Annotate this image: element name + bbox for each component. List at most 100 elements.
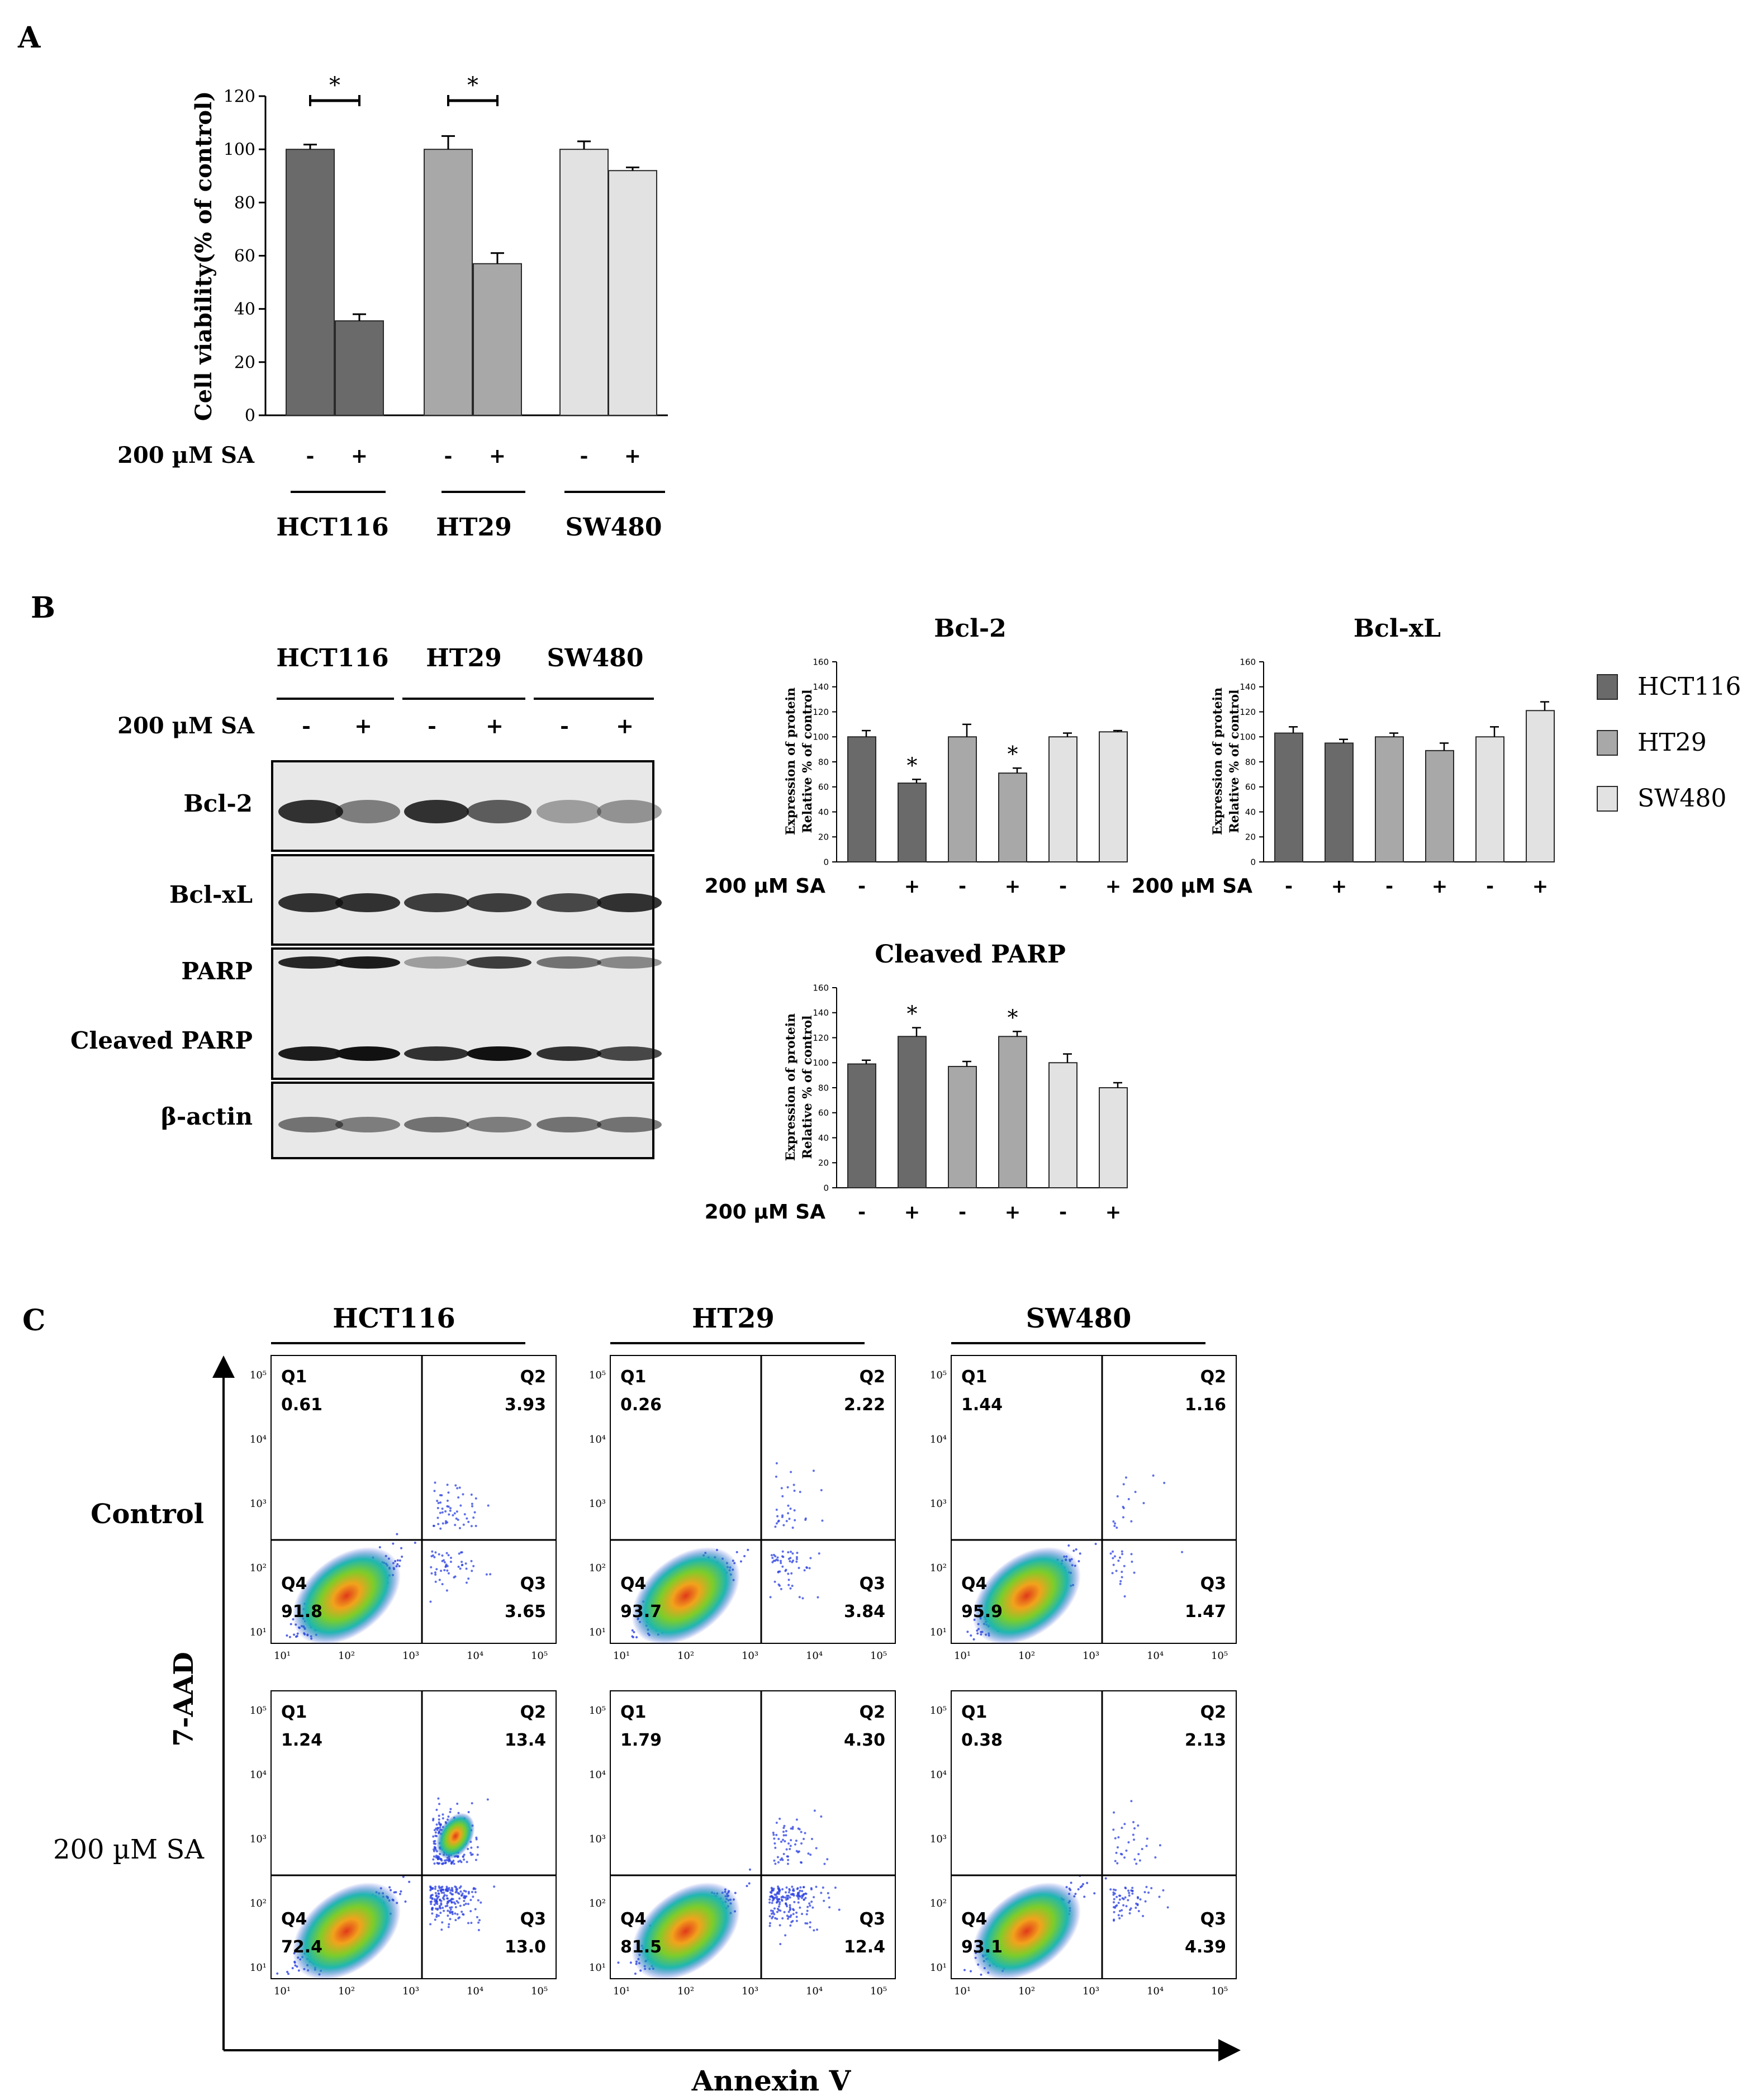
event-dot <box>444 1905 447 1908</box>
event-dot <box>414 1542 416 1544</box>
treatment-label: 200 μM SA <box>705 1201 825 1224</box>
treatment-sign: + <box>486 713 504 738</box>
significance-star: * <box>1008 1005 1018 1030</box>
y-tick-label: 10⁴ <box>589 1769 606 1781</box>
y-tick-label: 10⁴ <box>250 1434 267 1445</box>
event-dot <box>459 1504 462 1507</box>
event-dot <box>1082 1883 1085 1885</box>
event-dot <box>398 1559 401 1562</box>
event-dot <box>1122 1898 1125 1900</box>
blot-band <box>597 800 662 823</box>
bar <box>998 1036 1027 1188</box>
event-dot <box>435 1913 438 1916</box>
quadrant-value: 81.5 <box>620 1937 662 1957</box>
event-dot <box>454 1885 457 1888</box>
event-dot <box>785 1829 787 1832</box>
event-dot <box>476 1846 479 1848</box>
bar <box>1099 731 1128 863</box>
event-dot <box>770 1909 772 1912</box>
event-dot <box>470 1559 473 1562</box>
event-dot <box>1116 1862 1119 1865</box>
y-tick-label: 60 <box>1245 782 1256 792</box>
event-dot <box>1133 1838 1136 1841</box>
event-dot <box>768 1898 771 1901</box>
y-tick-label: 10⁵ <box>930 1369 947 1381</box>
blot-row-label: Cleaved PARP <box>70 1027 253 1054</box>
event-dot <box>1113 1919 1116 1922</box>
legend-label: SW480 <box>1637 784 1726 813</box>
event-dot <box>1083 1895 1086 1898</box>
event-dot <box>429 1900 432 1903</box>
event-dot <box>748 1868 751 1871</box>
event-dot <box>430 1572 433 1575</box>
treatment-sign: + <box>1005 1201 1021 1224</box>
event-dot <box>1119 1582 1122 1585</box>
event-dot <box>286 1970 289 1973</box>
western-blot-panel: HCT116 HT29 SW480 200 μM SA - + - + - + Bcl-2 Bcl-x… <box>70 644 662 1159</box>
event-dot <box>789 1924 792 1927</box>
event-dot <box>459 1890 462 1893</box>
event-dot <box>467 1903 469 1905</box>
event-dot <box>795 1560 798 1563</box>
x-tick-label: 10⁴ <box>467 1650 483 1662</box>
event-dot <box>820 1489 823 1491</box>
event-dot <box>449 1557 452 1559</box>
flow-row-label: 200 µM SA <box>53 1834 205 1865</box>
event-dot <box>780 1840 782 1843</box>
treatment-sign: - <box>306 444 315 468</box>
event-dot <box>808 1902 811 1905</box>
event-dot <box>776 1856 779 1859</box>
event-dot <box>433 1556 436 1558</box>
event-dot <box>378 1546 381 1549</box>
treatment-label: 200 μM SA <box>117 713 255 739</box>
event-dot <box>823 1862 826 1865</box>
event-dot <box>441 1583 444 1586</box>
event-dot <box>459 1904 462 1907</box>
event-dot <box>1111 1572 1114 1575</box>
bar <box>898 783 927 862</box>
event-dot <box>779 1943 782 1946</box>
event-dot <box>785 1848 788 1851</box>
event-dot <box>474 1859 477 1861</box>
event-dot <box>1128 1912 1131 1915</box>
treatment-sign: + <box>351 444 368 468</box>
event-dot <box>773 1580 776 1583</box>
event-dot <box>450 1893 453 1895</box>
treatment-sign: - <box>858 1201 866 1224</box>
event-dot <box>809 1904 811 1907</box>
blot-band <box>537 1046 601 1061</box>
blot-band <box>537 1117 601 1132</box>
legend-swatch <box>1597 730 1618 756</box>
event-dot <box>1113 1524 1116 1527</box>
event-dot <box>461 1892 464 1895</box>
event-dot <box>438 1578 441 1581</box>
y-tick-label: 140 <box>1240 682 1256 692</box>
event-dot <box>785 1568 787 1571</box>
event-dot <box>800 1897 803 1899</box>
event-dot <box>400 1890 402 1893</box>
x-tick-label: 10² <box>677 1650 694 1662</box>
event-dot <box>444 1510 447 1513</box>
y-tick-label: 10¹ <box>589 1627 606 1638</box>
event-dot <box>787 1557 790 1560</box>
event-dot <box>435 1568 438 1571</box>
x-tick-label: 10² <box>338 1650 355 1662</box>
event-dot <box>458 1893 461 1895</box>
event-dot <box>450 1861 453 1864</box>
event-dot <box>1152 1474 1155 1477</box>
event-dot <box>972 1638 975 1641</box>
treatment-sign: - <box>444 444 453 468</box>
event-dot <box>823 1899 825 1902</box>
quadrant-value: 2.22 <box>844 1395 885 1415</box>
event-dot <box>401 1555 404 1558</box>
event-dot <box>457 1860 460 1863</box>
event-dot <box>486 1798 489 1801</box>
event-dot <box>467 1577 470 1580</box>
blot-band <box>335 956 400 969</box>
cell-line-label: HT29 <box>436 513 512 542</box>
quadrant-value: 2.13 <box>1185 1731 1226 1750</box>
y-tick-label: 160 <box>813 657 829 667</box>
event-dot <box>779 1570 781 1573</box>
event-dot <box>433 1490 436 1492</box>
event-dot <box>788 1888 791 1890</box>
